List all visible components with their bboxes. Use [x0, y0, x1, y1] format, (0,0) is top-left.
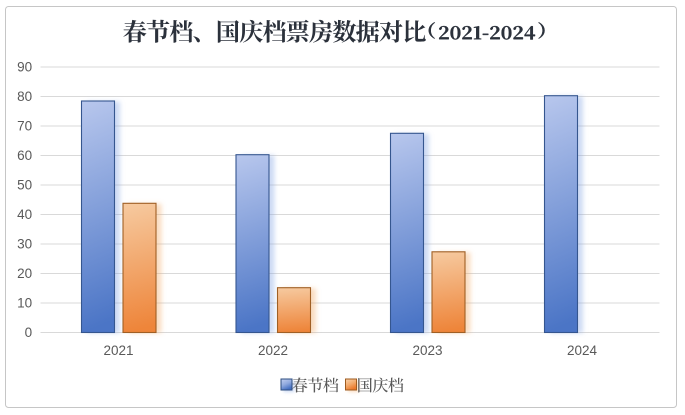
svg-text:80: 80	[17, 89, 32, 104]
svg-text:2021: 2021	[103, 343, 133, 358]
svg-text:30: 30	[17, 237, 32, 252]
svg-text:90: 90	[17, 60, 32, 75]
svg-text:2024: 2024	[567, 343, 598, 358]
svg-text:50: 50	[17, 178, 32, 193]
svg-text:40: 40	[17, 207, 32, 222]
svg-text:0: 0	[25, 325, 33, 340]
svg-text:2023: 2023	[412, 343, 442, 358]
svg-text:10: 10	[17, 296, 32, 311]
svg-text:60: 60	[17, 148, 32, 163]
svg-text:70: 70	[17, 119, 32, 134]
svg-text:2022: 2022	[258, 343, 288, 358]
svg-text:20: 20	[17, 266, 32, 281]
